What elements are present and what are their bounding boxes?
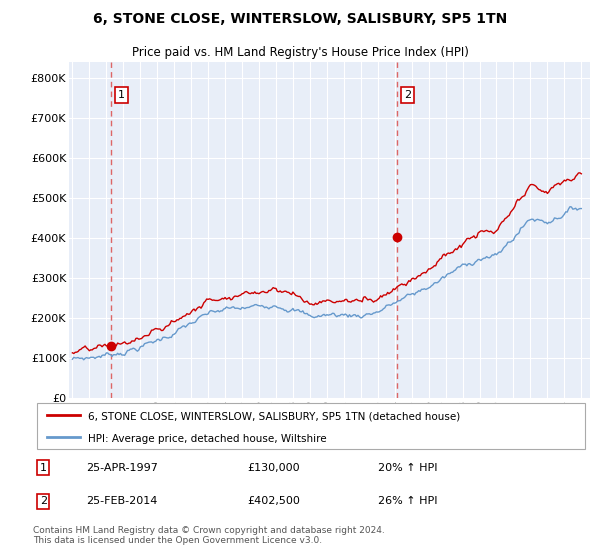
- Text: 1: 1: [40, 463, 47, 473]
- Text: 2: 2: [40, 496, 47, 506]
- Text: 25-APR-1997: 25-APR-1997: [86, 463, 158, 473]
- FancyBboxPatch shape: [37, 404, 586, 449]
- Text: £130,000: £130,000: [247, 463, 300, 473]
- Text: 26% ↑ HPI: 26% ↑ HPI: [378, 496, 438, 506]
- Text: 25-FEB-2014: 25-FEB-2014: [86, 496, 157, 506]
- Text: Contains HM Land Registry data © Crown copyright and database right 2024.
This d: Contains HM Land Registry data © Crown c…: [33, 526, 385, 545]
- Text: Price paid vs. HM Land Registry's House Price Index (HPI): Price paid vs. HM Land Registry's House …: [131, 46, 469, 59]
- Text: 1: 1: [118, 90, 125, 100]
- Text: 6, STONE CLOSE, WINTERSLOW, SALISBURY, SP5 1TN: 6, STONE CLOSE, WINTERSLOW, SALISBURY, S…: [93, 12, 507, 26]
- Text: 6, STONE CLOSE, WINTERSLOW, SALISBURY, SP5 1TN (detached house): 6, STONE CLOSE, WINTERSLOW, SALISBURY, S…: [88, 411, 460, 421]
- Text: 20% ↑ HPI: 20% ↑ HPI: [378, 463, 438, 473]
- Text: HPI: Average price, detached house, Wiltshire: HPI: Average price, detached house, Wilt…: [88, 434, 326, 444]
- Text: £402,500: £402,500: [247, 496, 300, 506]
- Text: 2: 2: [404, 90, 411, 100]
